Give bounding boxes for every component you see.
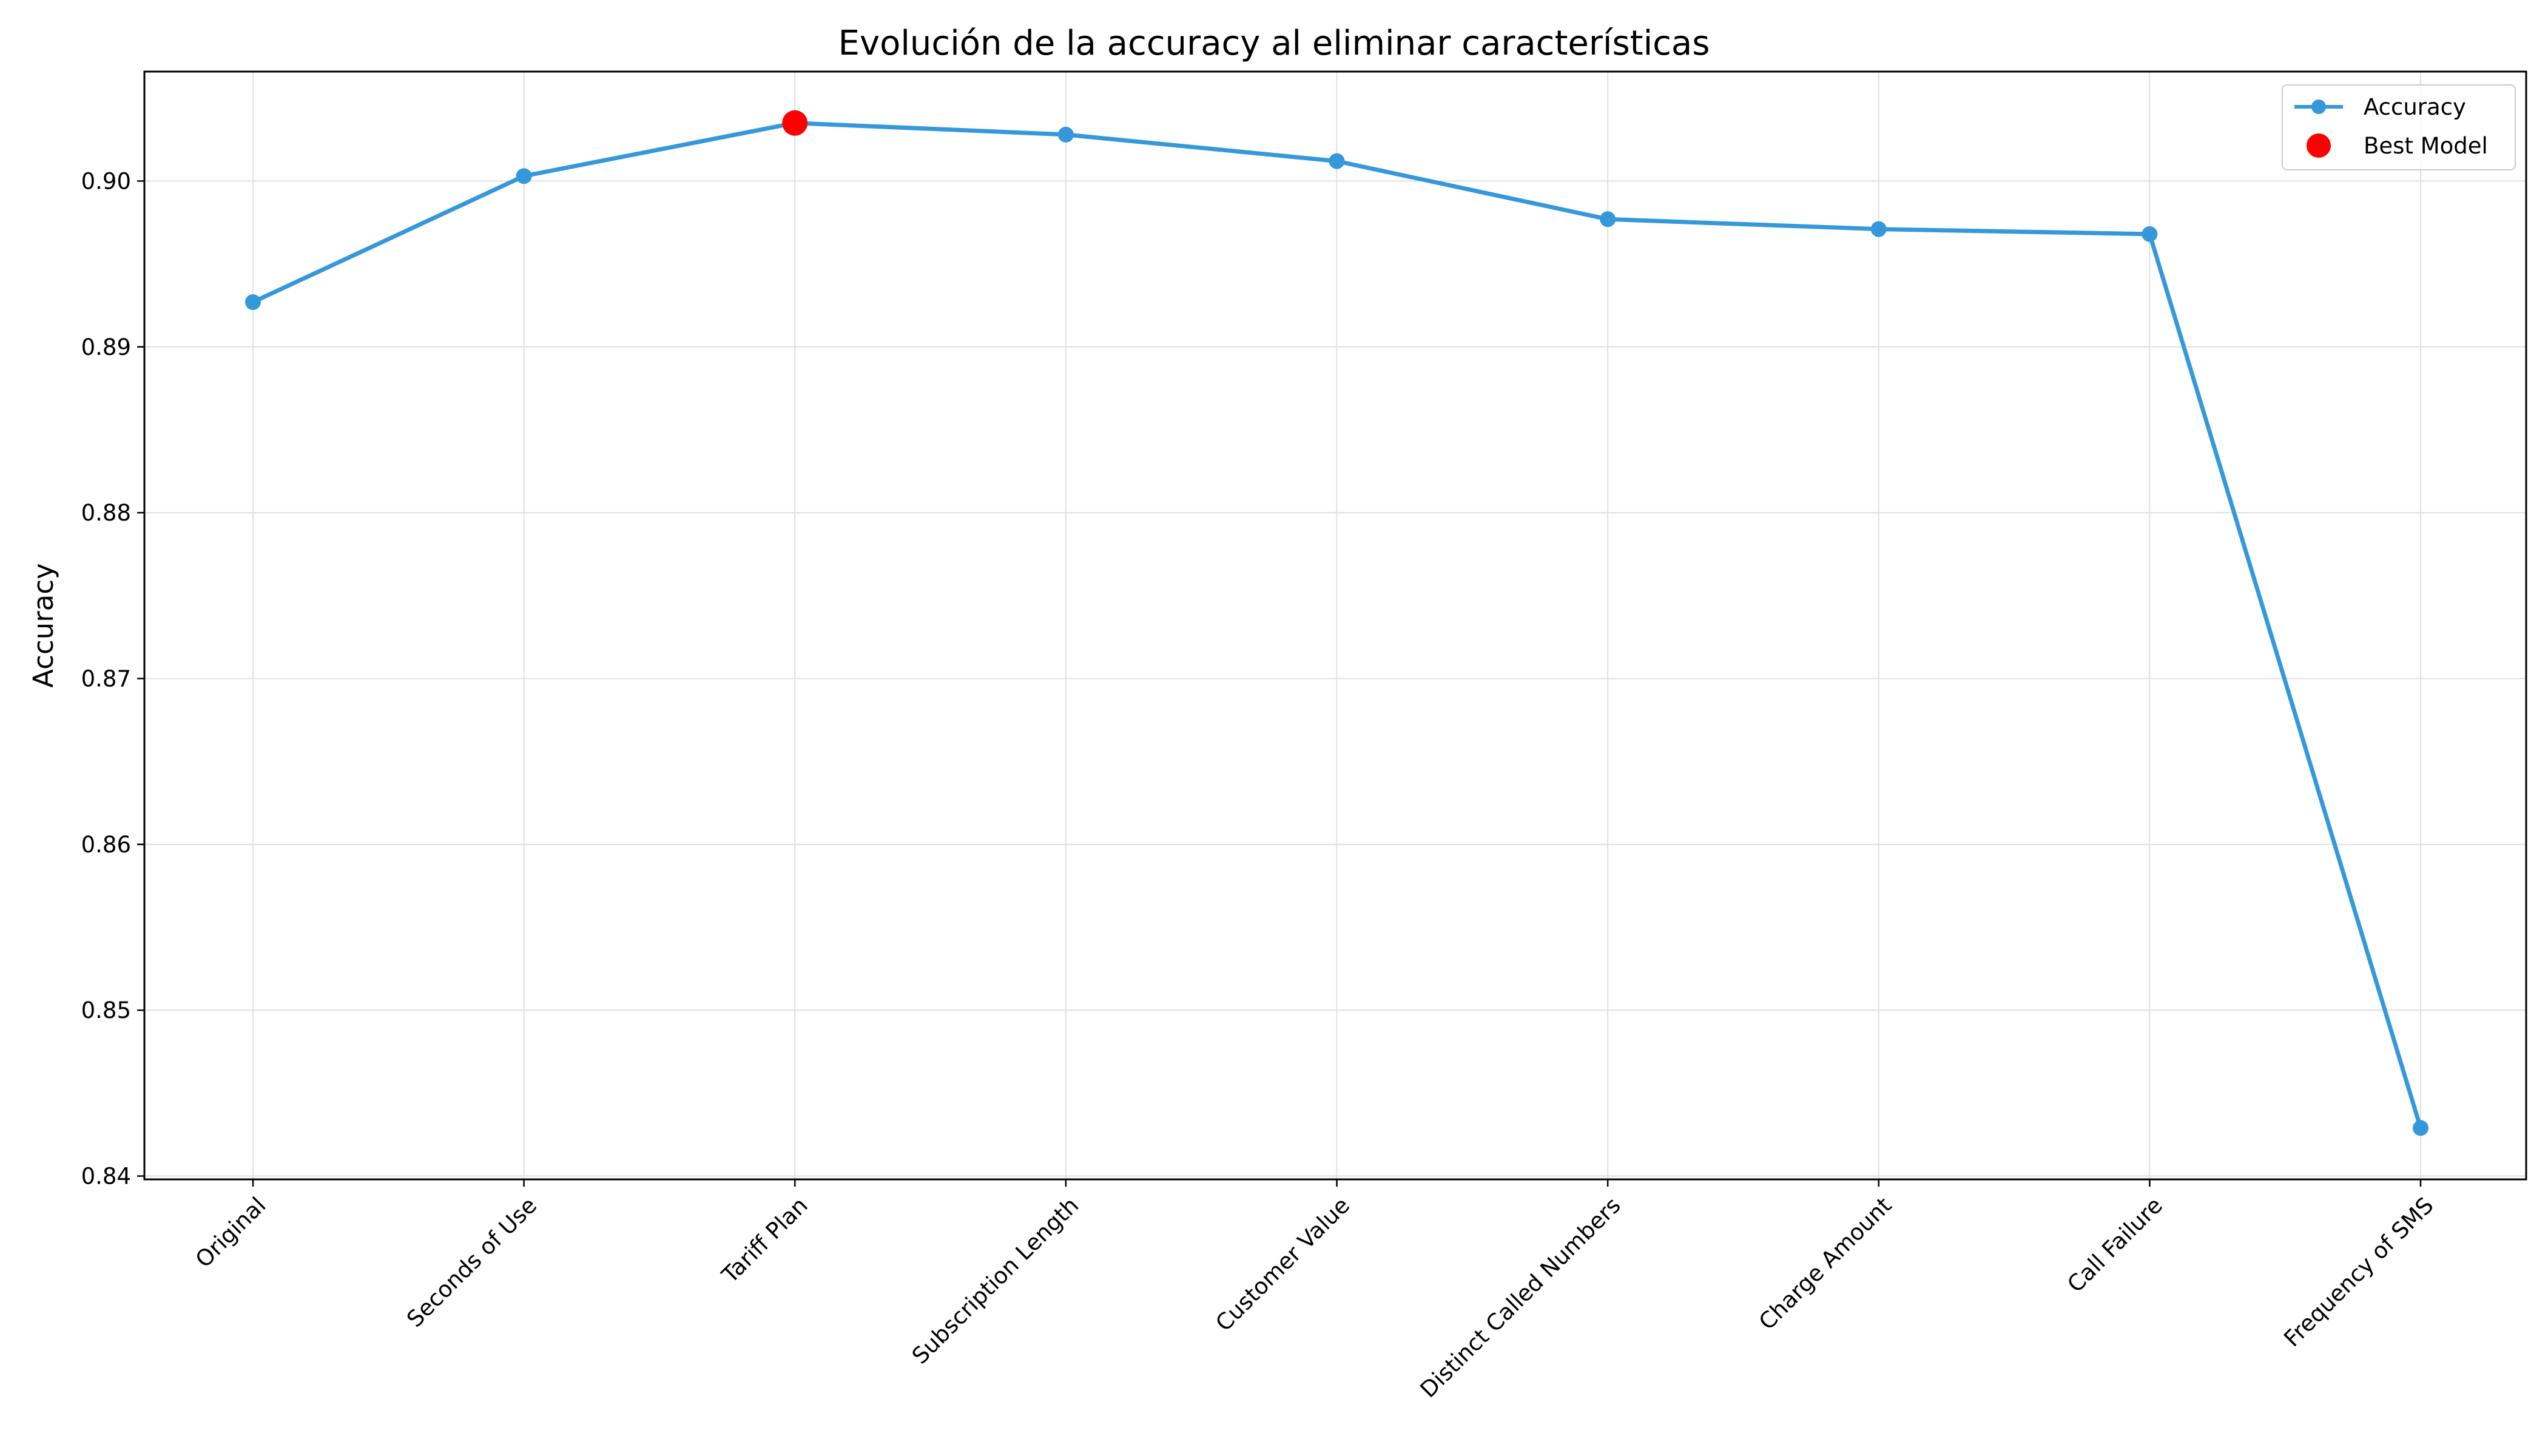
best-model-point — [782, 110, 808, 136]
legend-label-best-model: Best Model — [2364, 133, 2488, 159]
y-tick-label: 0.89 — [81, 334, 131, 360]
y-tick-label: 0.87 — [81, 666, 131, 692]
accuracy-point — [1870, 221, 1887, 237]
y-tick-label: 0.86 — [81, 832, 131, 858]
legend-label-accuracy: Accuracy — [2364, 94, 2466, 120]
grid-lines — [144, 72, 2526, 1179]
accuracy-point — [1057, 126, 1074, 143]
accuracy-point — [245, 294, 261, 310]
accuracy-point — [1600, 211, 1616, 228]
y-tick-label: 0.85 — [81, 997, 131, 1023]
y-tick-label: 0.90 — [81, 168, 131, 194]
accuracy-point — [516, 168, 532, 184]
legend-marker-best-model — [2307, 133, 2331, 158]
accuracy-point — [2142, 226, 2158, 242]
legend-marker-accuracy — [2311, 99, 2326, 114]
accuracy-point — [2413, 1120, 2428, 1136]
y-axis-label: Accuracy — [27, 563, 59, 687]
y-tick-label: 0.84 — [81, 1164, 131, 1190]
legend: Accuracy Best Model — [2282, 84, 2516, 170]
plot-frame — [143, 70, 2527, 1181]
accuracy-point — [1329, 153, 1345, 169]
series-accuracy — [245, 110, 2428, 1136]
y-tick-label: 0.88 — [81, 500, 131, 526]
chart-title: Evolución de la accuracy al eliminar car… — [838, 24, 1710, 63]
